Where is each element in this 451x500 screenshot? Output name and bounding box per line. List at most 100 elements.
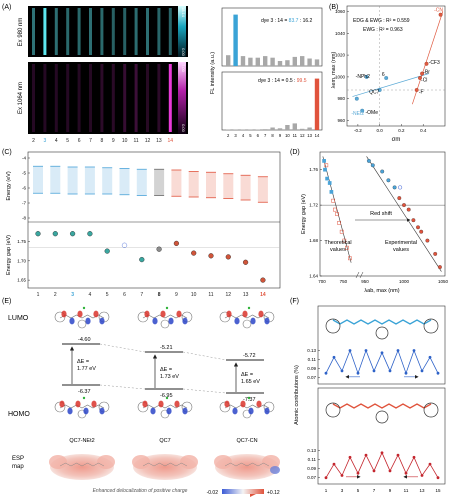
legend-edg-ewg: EDG & EWG : R² = 0.559 bbox=[353, 18, 410, 24]
lumo-label: LUMO bbox=[8, 315, 29, 322]
panel-f-ylabel: Atomic contributions (%) bbox=[294, 365, 300, 425]
lane-1064-13 bbox=[157, 64, 161, 132]
lane-number-11: 11 bbox=[133, 138, 138, 144]
b-ytick-label-1040: 1040 bbox=[335, 31, 346, 36]
f-ytick-top-label-0.09: 0.09 bbox=[307, 366, 316, 371]
b-label-cn: -CN bbox=[434, 7, 443, 13]
lumo-molecule-2-lobe-5 bbox=[182, 317, 188, 325]
molecule-3-name: QC7-CN bbox=[236, 438, 257, 444]
lumo-molecule-1-lobe-2 bbox=[77, 310, 83, 318]
c-ytick-top-label--7: -7 bbox=[22, 201, 26, 206]
bar-x-tick-13: 13 bbox=[307, 133, 312, 138]
bar-x-tick-6: 6 bbox=[257, 133, 260, 138]
esp-scale-max: +0.12 bbox=[267, 490, 280, 496]
lane-980-8 bbox=[100, 8, 104, 55]
ex-1064-label: Ex 1064 nm bbox=[18, 82, 24, 114]
c-xtick-6: 6 bbox=[123, 292, 126, 298]
f-molecule-2-ring-center bbox=[375, 410, 389, 424]
f-point-2-10 bbox=[396, 453, 400, 457]
lumo-molecule-3-lobe-1 bbox=[234, 317, 240, 325]
lumo-molecule-2-atom-cl bbox=[165, 306, 169, 310]
c-xtick-11: 11 bbox=[208, 292, 213, 298]
lumo-value-1: -4.60 bbox=[78, 337, 91, 343]
lane-number-14: 14 bbox=[168, 138, 174, 144]
delocalization-caption: Enhanced delocalization of positive char… bbox=[93, 488, 188, 494]
c-band-2 bbox=[50, 166, 61, 194]
c-xtick-5: 5 bbox=[106, 292, 109, 298]
colorbar-980 bbox=[178, 6, 186, 57]
lane-980-6 bbox=[77, 8, 81, 55]
ratio-1-a: 83.7 bbox=[289, 18, 299, 24]
experimental-label-2: values bbox=[393, 247, 409, 253]
homo-connector-1 bbox=[99, 384, 146, 390]
c-xtick-9: 9 bbox=[175, 292, 178, 298]
lumo-molecule-1-lobe-5 bbox=[99, 317, 105, 325]
lane-1064-14 bbox=[168, 64, 172, 132]
homo-molecule-3-lobe-2 bbox=[240, 400, 246, 408]
homo-molecule-1-atom-cl bbox=[82, 396, 86, 400]
lane-980-14 bbox=[168, 8, 172, 55]
d-theoretical-point-5 bbox=[331, 198, 335, 203]
f-point-1-2 bbox=[332, 355, 336, 359]
esp-map-3-left bbox=[214, 455, 232, 469]
lane-980-3 bbox=[43, 8, 47, 55]
bar-10 bbox=[285, 125, 290, 130]
bar-11 bbox=[292, 123, 297, 130]
d-experimental-point-9 bbox=[416, 225, 420, 230]
lumo-molecule-2-lobe-3 bbox=[168, 317, 174, 325]
f-xtick-13: 13 bbox=[419, 488, 425, 493]
theoretical-label-2: values bbox=[330, 247, 346, 253]
d-fit-experimental bbox=[366, 156, 442, 272]
d-theoretical-point-1 bbox=[323, 167, 327, 172]
theoretical-label: Theoretical bbox=[324, 240, 351, 246]
d-experimental-point-6 bbox=[402, 203, 406, 208]
bar-5 bbox=[248, 57, 253, 66]
b-ytick-label-1060: 1060 bbox=[335, 9, 346, 14]
bar-8 bbox=[270, 57, 275, 66]
lumo-molecule-1-lobe-3 bbox=[85, 317, 91, 325]
homo-molecule-1-lobe-5 bbox=[99, 407, 105, 415]
c-ytick-top-label--6: -6 bbox=[22, 186, 26, 191]
c-gap-point-3 bbox=[69, 231, 76, 237]
f-xtick-7: 7 bbox=[373, 488, 376, 493]
b-label-br: -Br bbox=[423, 70, 430, 76]
bar-x-tick-12: 12 bbox=[300, 133, 305, 138]
lumo-value-3: -5.72 bbox=[243, 353, 256, 359]
colorbar-1064-low: 0.00 bbox=[181, 124, 186, 133]
homo-value-3: -7.37 bbox=[243, 397, 256, 403]
bar-7 bbox=[263, 56, 268, 66]
bar-4 bbox=[240, 56, 246, 66]
bar-chart-1-bars bbox=[226, 14, 320, 67]
bar-x-tick-9: 9 bbox=[279, 133, 282, 138]
f-point-1-3 bbox=[340, 369, 344, 373]
f-point-1-11 bbox=[404, 371, 408, 375]
bar-x-tick-11: 11 bbox=[293, 133, 298, 138]
b-fit-all bbox=[352, 73, 429, 97]
b-label-cf3: -CF3 bbox=[429, 60, 440, 66]
c-gap-point-6 bbox=[121, 242, 128, 248]
panel-d: (D) Energy gap (eV) λab, max (nm) 1.641.… bbox=[290, 149, 449, 294]
panel-f: (F) Atomic contributions (%) 0.07 0.09 0.1… bbox=[290, 298, 446, 493]
f-point-2-8 bbox=[380, 451, 384, 455]
b-label-f: -F bbox=[419, 89, 424, 95]
lumo-connector-2 bbox=[182, 351, 227, 361]
lane-number-9: 9 bbox=[112, 138, 115, 144]
lane-number-12: 12 bbox=[145, 138, 151, 144]
lumo-molecule-3-lobe-4 bbox=[258, 310, 264, 318]
lumo-molecule-2-lobe-0 bbox=[144, 310, 150, 318]
c-band-10 bbox=[188, 171, 199, 197]
lane-1064-3 bbox=[43, 64, 47, 132]
panel-d-xlabel: λab, max (nm) bbox=[364, 288, 399, 294]
lane-number-13: 13 bbox=[156, 138, 162, 144]
lumo-molecule-1-atom-cl bbox=[82, 306, 86, 310]
c-band-5 bbox=[102, 167, 113, 194]
d-theoretical-point-10 bbox=[342, 238, 347, 243]
c-band-14 bbox=[257, 176, 268, 203]
c-gap-point-14 bbox=[260, 277, 266, 283]
bar-12 bbox=[300, 56, 305, 66]
lanes-980 bbox=[32, 8, 172, 55]
panel-f-axes: 0.070.090.110.130.070.090.110.131 3 5 7 9 11 1… bbox=[307, 348, 441, 493]
bar-11 bbox=[292, 56, 297, 66]
f-point-1-12 bbox=[412, 349, 416, 352]
panel-d-axes: 1.64 1.68 1.72 1.76 700 750 950 1000 1050 bbox=[309, 156, 449, 284]
